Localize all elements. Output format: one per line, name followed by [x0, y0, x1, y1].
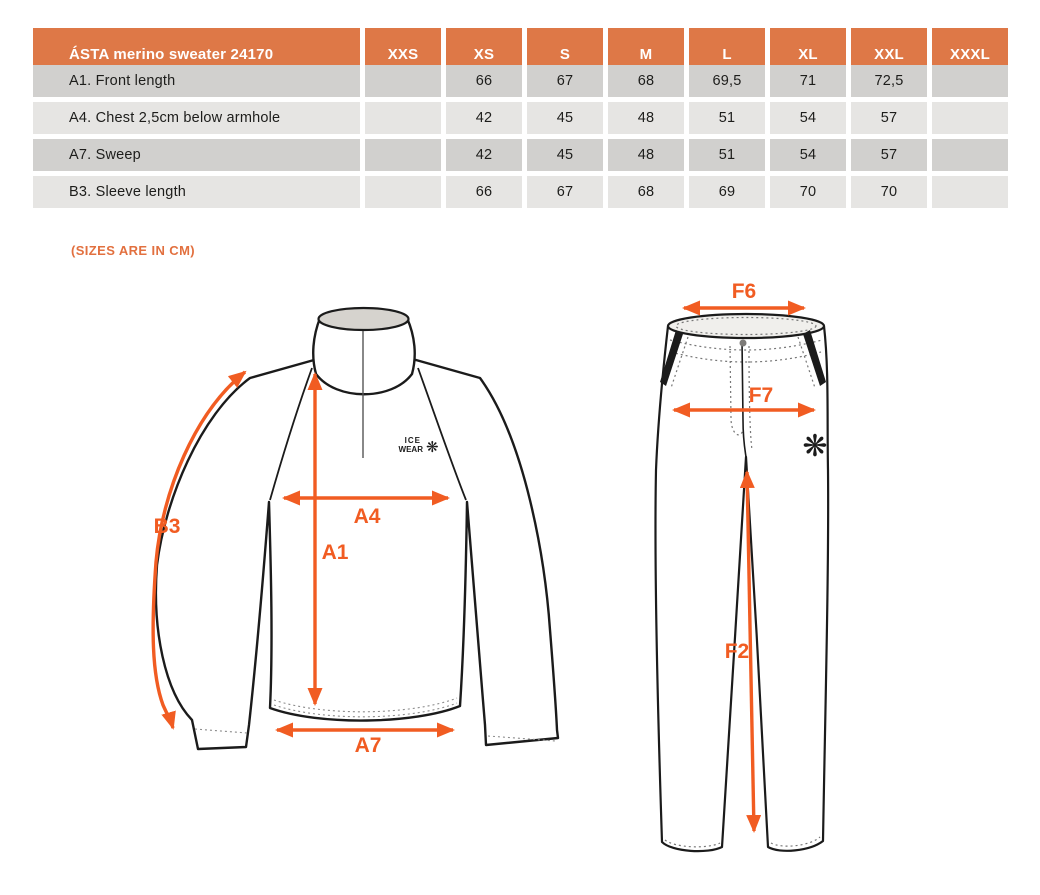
row-label-front-length: A1. Front length: [33, 65, 360, 97]
sizes-in-cm-note: (SIZES ARE IN CM): [71, 243, 196, 258]
size-value-cell: 57: [851, 102, 927, 134]
snowflake-icon: ❋: [426, 439, 439, 456]
waist-button: [739, 339, 747, 347]
size-value-cell: 68: [608, 65, 684, 97]
size-value-cell: 42: [446, 139, 522, 171]
size-value-cell: 70: [770, 176, 846, 208]
right-pocket: [803, 330, 826, 386]
size-value-cell: 54: [770, 139, 846, 171]
collar-opening: [317, 306, 410, 332]
size-value-cell: 67: [527, 176, 603, 208]
size-value-cell: [932, 139, 1008, 171]
fly-seam: [741, 339, 747, 458]
size-value-cell: 69,5: [689, 65, 765, 97]
pants-diagram: ❋ F6 F7 F2: [654, 280, 830, 853]
size-value-cell: 67: [527, 65, 603, 97]
size-value-cell: 71: [770, 65, 846, 97]
sweater-measure-arrows: [151, 370, 455, 738]
size-value-cell: 42: [446, 102, 522, 134]
left-pocket: [660, 330, 683, 386]
arrow-b3-sleeve: [151, 370, 247, 730]
size-value-cell: 70: [851, 176, 927, 208]
size-value-cell: [932, 65, 1008, 97]
size-value-cell: 48: [608, 139, 684, 171]
measure-label-f2: F2: [725, 640, 750, 663]
size-value-cell: 51: [689, 102, 765, 134]
size-value-cell: 68: [608, 176, 684, 208]
size-value-cell: 66: [446, 65, 522, 97]
size-value-cell: [932, 102, 1008, 134]
stitch-lines: [194, 697, 557, 742]
measure-label-a1: A1: [322, 541, 349, 564]
row-label-chest: A4. Chest 2,5cm below armhole: [33, 102, 360, 134]
brand-text-ice: ICE: [405, 436, 421, 445]
measure-label-f6: F6: [732, 280, 757, 303]
pants-outline: [654, 312, 830, 853]
size-table: ÁSTA merino sweater 24170 XXS XS S M L X…: [33, 28, 1008, 208]
size-value-cell: 72,5: [851, 65, 927, 97]
size-value-cell: 45: [527, 102, 603, 134]
size-value-cell: [365, 65, 441, 97]
size-value-cell: 48: [608, 102, 684, 134]
row-label-sleeve-length: B3. Sleeve length: [33, 176, 360, 208]
size-value-cell: 45: [527, 139, 603, 171]
row-label-sweep: A7. Sweep: [33, 139, 360, 171]
brand-text-wear: WEAR: [399, 445, 424, 454]
snowflake-icon: ❋: [802, 430, 827, 463]
measure-label-b3: B3: [154, 515, 181, 538]
measure-label-f7: F7: [749, 384, 774, 407]
measure-label-a7: A7: [355, 734, 382, 757]
sweater-diagram: ICE WEAR ❋ B3 A4 A1 A7: [151, 306, 560, 757]
brand-logo: ICE WEAR ❋: [399, 436, 439, 456]
arrow-f2-inseam: [739, 470, 762, 833]
size-value-cell: [365, 102, 441, 134]
size-value-cell: 54: [770, 102, 846, 134]
size-value-cell: 69: [689, 176, 765, 208]
pants-measure-arrows: [672, 300, 816, 833]
size-value-cell: [365, 176, 441, 208]
sweater-outline: [154, 306, 560, 751]
size-value-cell: [932, 176, 1008, 208]
measure-label-a4: A4: [354, 505, 381, 528]
size-value-cell: 51: [689, 139, 765, 171]
size-value-cell: [365, 139, 441, 171]
size-value-cell: 57: [851, 139, 927, 171]
size-value-cell: 66: [446, 176, 522, 208]
